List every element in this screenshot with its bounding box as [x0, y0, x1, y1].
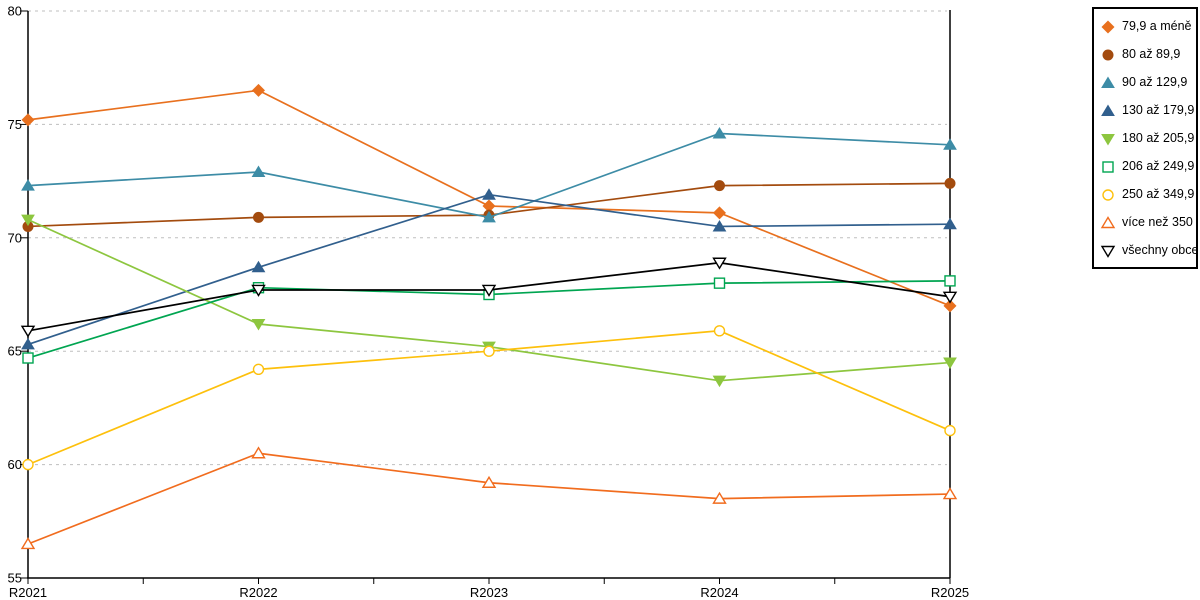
diamond-marker-icon [251, 83, 266, 97]
square-marker-icon [22, 352, 34, 364]
circle-marker-icon [22, 458, 34, 471]
chart-canvas: 55 60 65 70 75 80 R2021 R2022 R2023 R2024 R2025 [8, 4, 970, 600]
triangle-up-marker-icon [251, 165, 266, 178]
legend-item-label: všechny obce [1122, 242, 1199, 257]
circle-marker-icon [1102, 49, 1114, 60]
triangle-down-marker-icon [712, 257, 727, 270]
legend-item-label: 180 až 205,9 [1122, 130, 1195, 145]
circle-marker-icon [713, 325, 726, 337]
triangle-down-marker-icon [942, 291, 958, 304]
legend-item-label: 90 až 129,9 [1122, 74, 1188, 89]
series-4 [21, 214, 957, 388]
legend-marker-icon [1102, 49, 1114, 60]
legend-item: 180 až 205,9 [1100, 131, 1194, 146]
series-7 [20, 446, 958, 550]
circle-marker-icon [253, 211, 264, 223]
legend-marker-icon [1102, 160, 1114, 173]
x-tick-label: R2022 [239, 585, 277, 600]
circle-marker-icon [483, 345, 495, 357]
x-tick-label: R2024 [700, 585, 738, 600]
legend-item-label: 130 až 179,9 [1122, 102, 1195, 117]
triangle-up-marker-icon [712, 219, 727, 232]
diamond-marker-icon [1101, 19, 1115, 34]
legend-item: 206 až 249,9 [1100, 159, 1194, 174]
legend-marker-icon [1101, 133, 1115, 145]
triangle-up-marker-icon [1100, 215, 1116, 228]
triangle-up-marker-icon [482, 188, 496, 200]
legend-item: 90 až 129,9 [1100, 75, 1194, 90]
series-8 [20, 257, 958, 338]
triangle-up-marker-icon [481, 475, 497, 488]
triangle-up-marker-icon [712, 491, 727, 504]
triangle-down-marker-icon [481, 284, 497, 297]
legend-marker-icon [1101, 76, 1115, 88]
circle-marker-icon [252, 363, 265, 376]
triangle-up-marker-icon [21, 337, 35, 350]
series-3 [21, 188, 957, 350]
legend-item: všechny obce [1100, 243, 1198, 258]
triangle-up-marker-icon [943, 217, 957, 230]
series-6 [22, 325, 956, 471]
circle-marker-icon [944, 424, 956, 437]
series-2 [21, 127, 957, 223]
triangle-down-marker-icon [712, 375, 727, 388]
legend-item-label: 206 až 249,9 [1122, 158, 1195, 173]
triangle-up-marker-icon [20, 537, 36, 550]
legend-item-label: 250 až 349,9 [1122, 186, 1195, 201]
circle-marker-icon [714, 180, 725, 192]
triangle-up-marker-icon [482, 210, 496, 223]
y-tick-label: 75 [8, 117, 22, 132]
legend-item: více než 350 [1100, 215, 1194, 230]
x-tick-label: R2023 [470, 585, 508, 600]
legend-item-label: 79,9 a méně [1122, 18, 1192, 33]
triangle-up-marker-icon [943, 138, 957, 150]
triangle-down-marker-icon [1100, 245, 1116, 258]
legend: 79,9 a méně 80 až 89,9 90 až 129,9 130 až 1… [1092, 7, 1198, 269]
x-tick-label: R2025 [931, 585, 969, 600]
square-marker-icon [944, 275, 956, 287]
legend-item-label: více než 350 [1122, 214, 1193, 229]
square-marker-icon [713, 277, 726, 289]
triangle-up-marker-icon [712, 127, 727, 139]
diamond-marker-icon [943, 299, 957, 313]
diamond-marker-icon [21, 113, 35, 127]
legend-marker-icon [1101, 104, 1115, 116]
legend-marker-icon [1101, 19, 1115, 34]
legend-item: 250 až 349,9 [1100, 187, 1194, 202]
square-marker-icon [1102, 160, 1114, 173]
diamond-marker-icon [712, 206, 727, 220]
legend-marker-icon [1100, 215, 1116, 228]
y-tick-label: 80 [8, 4, 22, 19]
triangle-up-marker-icon [1101, 76, 1115, 88]
triangle-down-marker-icon [943, 357, 957, 370]
circle-marker-icon [944, 177, 956, 189]
y-tick-label: 55 [8, 571, 22, 586]
y-tick-label: 65 [8, 344, 22, 359]
triangle-down-marker-icon [1101, 133, 1115, 145]
y-tick-label: 60 [8, 457, 22, 472]
triangle-up-marker-icon [251, 446, 266, 459]
triangle-up-marker-icon [1101, 104, 1115, 116]
y-tick-label: 70 [8, 230, 22, 245]
legend-item: 80 až 89,9 [1100, 47, 1194, 62]
series-line [27, 452, 951, 545]
legend-marker-icon [1102, 188, 1114, 201]
circle-marker-icon [1102, 188, 1114, 201]
legend-item: 130 až 179,9 [1100, 103, 1194, 118]
triangle-down-marker-icon [251, 318, 266, 331]
triangle-up-marker-icon [251, 260, 266, 273]
legend-item: 79,9 a méně [1100, 19, 1194, 34]
triangle-down-marker-icon [251, 284, 266, 297]
legend-item-label: 80 až 89,9 [1122, 46, 1181, 61]
triangle-up-marker-icon [942, 487, 958, 500]
triangle-down-marker-icon [21, 214, 35, 227]
x-tick-label: R2021 [9, 585, 47, 600]
triangle-down-marker-icon [20, 325, 36, 338]
legend-marker-icon [1100, 245, 1116, 258]
series-0 [21, 83, 957, 313]
triangle-up-marker-icon [21, 179, 35, 191]
